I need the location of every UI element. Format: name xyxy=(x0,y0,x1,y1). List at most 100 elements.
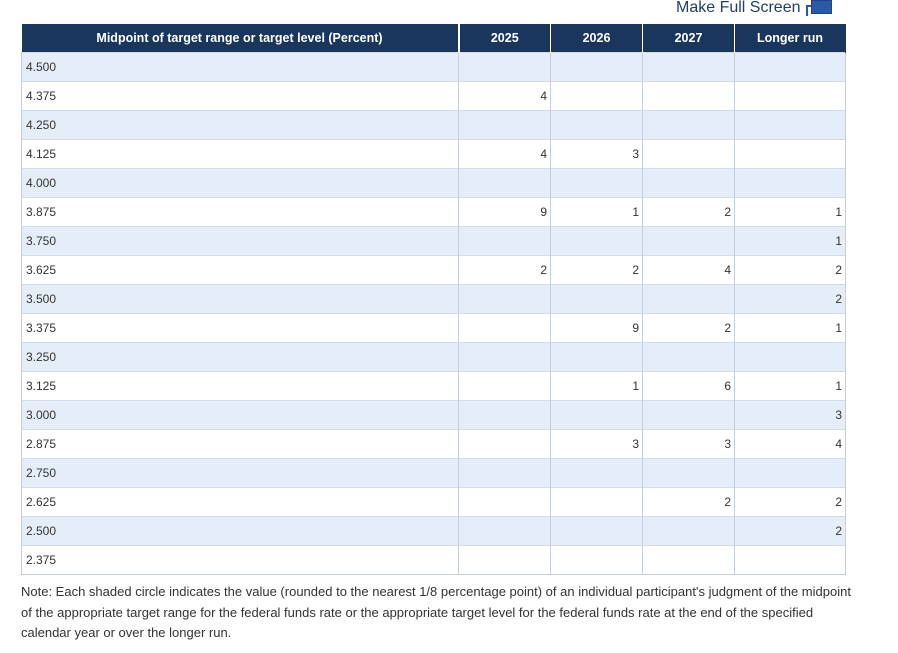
cell-2027 xyxy=(642,284,735,314)
level-cell: 4.125 xyxy=(21,139,459,169)
dot-plot-table: Midpoint of target range or target level… xyxy=(21,24,846,575)
cell-longer-run xyxy=(734,545,846,575)
cell-2026 xyxy=(550,168,643,198)
table-row: 3.125 1 6 1 xyxy=(21,371,846,401)
cell-2025: 2 xyxy=(458,255,551,285)
table-row: 3.375 9 2 1 xyxy=(21,313,846,343)
fullscreen-icon xyxy=(805,0,833,17)
level-cell: 3.375 xyxy=(21,313,459,343)
header-2026: 2026 xyxy=(550,24,643,53)
cell-2027 xyxy=(642,342,735,372)
cell-2027 xyxy=(642,516,735,546)
cell-longer-run: 3 xyxy=(734,400,846,430)
table-row: 4.125 4 3 xyxy=(21,139,846,169)
cell-2025 xyxy=(458,168,551,198)
level-cell: 2.500 xyxy=(21,516,459,546)
cell-2027 xyxy=(642,226,735,256)
table-row: 4.500 xyxy=(21,52,846,82)
cell-longer-run xyxy=(734,168,846,198)
cell-longer-run: 2 xyxy=(734,255,846,285)
cell-2025 xyxy=(458,342,551,372)
cell-2026 xyxy=(550,226,643,256)
cell-longer-run: 2 xyxy=(734,516,846,546)
cell-2027 xyxy=(642,168,735,198)
cell-2025 xyxy=(458,429,551,459)
cell-longer-run xyxy=(734,52,846,82)
cell-2027 xyxy=(642,458,735,488)
table-row: 4.250 xyxy=(21,110,846,140)
level-cell: 3.250 xyxy=(21,342,459,372)
header-2025: 2025 xyxy=(458,24,551,53)
table-row: 2.875 3 3 4 xyxy=(21,429,846,459)
table-row: 3.750 1 xyxy=(21,226,846,256)
cell-longer-run: 1 xyxy=(734,313,846,343)
table-row: 2.750 xyxy=(21,458,846,488)
table-row: 3.250 xyxy=(21,342,846,372)
table-row: 3.625 2 2 4 2 xyxy=(21,255,846,285)
header-longer-run: Longer run xyxy=(734,24,846,53)
cell-2027 xyxy=(642,139,735,169)
footnote: Note: Each shaded circle indicates the v… xyxy=(21,584,851,640)
cell-2025 xyxy=(458,487,551,517)
level-cell: 3.000 xyxy=(21,400,459,430)
level-cell: 2.875 xyxy=(21,429,459,459)
cell-2027 xyxy=(642,110,735,140)
table-header-row: Midpoint of target range or target level… xyxy=(21,24,846,53)
cell-2025 xyxy=(458,371,551,401)
table-row: 2.500 2 xyxy=(21,516,846,546)
cell-2025: 4 xyxy=(458,139,551,169)
cell-2026 xyxy=(550,284,643,314)
table-row: 4.000 xyxy=(21,168,846,198)
table-row: 4.375 4 xyxy=(21,81,846,111)
table-row: 3.875 9 1 2 1 xyxy=(21,197,846,227)
cell-longer-run xyxy=(734,139,846,169)
cell-2026 xyxy=(550,516,643,546)
cell-2027: 6 xyxy=(642,371,735,401)
cell-2026: 9 xyxy=(550,313,643,343)
cell-2026 xyxy=(550,342,643,372)
cell-2026: 1 xyxy=(550,197,643,227)
cell-2025 xyxy=(458,516,551,546)
cell-2027: 2 xyxy=(642,313,735,343)
cell-2025: 9 xyxy=(458,197,551,227)
level-cell: 3.750 xyxy=(21,226,459,256)
cell-2027 xyxy=(642,400,735,430)
cell-2025 xyxy=(458,313,551,343)
level-cell: 4.500 xyxy=(21,52,459,82)
cell-2027: 2 xyxy=(642,197,735,227)
cell-2026 xyxy=(550,545,643,575)
cell-2025 xyxy=(458,110,551,140)
header-2027: 2027 xyxy=(642,24,735,53)
level-cell: 2.375 xyxy=(21,545,459,575)
cell-2027 xyxy=(642,81,735,111)
make-full-screen-link[interactable]: Make Full Screen xyxy=(676,0,833,17)
cell-longer-run: 1 xyxy=(734,197,846,227)
cell-2027 xyxy=(642,52,735,82)
cell-2026 xyxy=(550,487,643,517)
cell-longer-run xyxy=(734,110,846,140)
cell-longer-run: 1 xyxy=(734,371,846,401)
cell-2027: 3 xyxy=(642,429,735,459)
cell-2026 xyxy=(550,52,643,82)
cell-longer-run: 2 xyxy=(734,284,846,314)
cell-2026 xyxy=(550,400,643,430)
cell-2027: 4 xyxy=(642,255,735,285)
cell-2026: 3 xyxy=(550,139,643,169)
cell-2025: 4 xyxy=(458,81,551,111)
table-row: 3.000 3 xyxy=(21,400,846,430)
level-cell: 3.500 xyxy=(21,284,459,314)
level-cell: 4.000 xyxy=(21,168,459,198)
cell-2027: 2 xyxy=(642,487,735,517)
table-row: 2.625 2 2 xyxy=(21,487,846,517)
level-cell: 3.625 xyxy=(21,255,459,285)
cell-2025 xyxy=(458,52,551,82)
level-cell: 4.375 xyxy=(21,81,459,111)
cell-2025 xyxy=(458,400,551,430)
level-cell: 4.250 xyxy=(21,110,459,140)
header-midpoint: Midpoint of target range or target level… xyxy=(21,24,460,53)
level-cell: 2.750 xyxy=(21,458,459,488)
cell-longer-run xyxy=(734,342,846,372)
level-cell: 3.875 xyxy=(21,197,459,227)
cell-longer-run xyxy=(734,458,846,488)
cell-2026 xyxy=(550,458,643,488)
